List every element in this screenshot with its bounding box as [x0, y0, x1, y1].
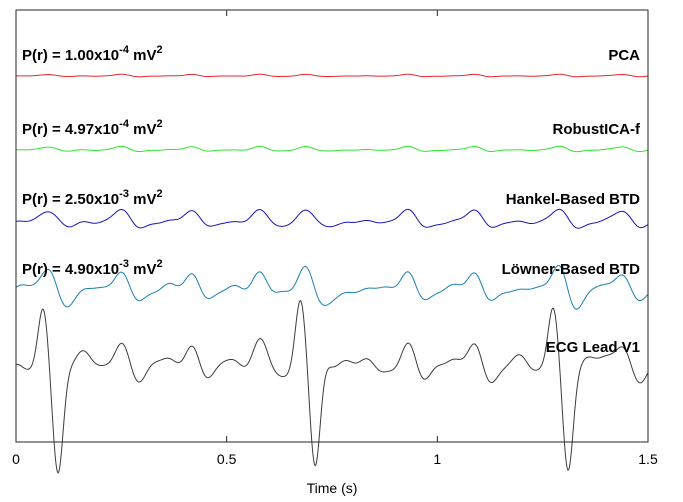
- series-line-4: [15, 299, 649, 474]
- x-tick-label-0: 0: [12, 451, 20, 467]
- traces-group: [15, 73, 649, 474]
- series-label-1: RobustICA-f: [553, 121, 641, 138]
- power-unit-3: mV: [129, 261, 157, 278]
- x-axis-title: Time (s): [307, 480, 358, 496]
- power-prefix-0: P(r) = 1.00x10: [22, 47, 119, 64]
- power-prefix-1: P(r) = 4.97x10: [22, 121, 119, 138]
- power-unit-0: mV: [129, 47, 157, 64]
- series-line-0: [15, 73, 649, 78]
- series-label-2: Hankel-Based BTD: [506, 191, 640, 208]
- series-label-0: PCA: [608, 47, 640, 64]
- power-unit-exponent-3: 2: [156, 258, 162, 270]
- power-exponent-3: -3: [119, 258, 129, 270]
- x-tick-label-3: 1.5: [638, 451, 658, 467]
- power-annotation-2: P(r) = 2.50x10-3 mV2: [22, 188, 163, 208]
- series-label-3: Löwner-Based BTD: [502, 261, 641, 278]
- power-annotation-0: P(r) = 1.00x10-4 mV2: [22, 44, 163, 64]
- x-axis: 0 0.5 1 1.5: [12, 10, 658, 467]
- power-annotation-3: P(r) = 4.90x10-3 mV2: [22, 258, 163, 278]
- power-unit-exponent-2: 2: [156, 188, 162, 200]
- x-tick-label-2: 1: [433, 451, 441, 467]
- plot-frame: [15, 9, 649, 443]
- series-line-1: [15, 145, 649, 153]
- power-unit-1: mV: [129, 121, 157, 138]
- power-exponent-0: -4: [119, 44, 130, 56]
- power-prefix-3: P(r) = 4.90x10: [22, 261, 119, 278]
- power-prefix-2: P(r) = 2.50x10: [22, 191, 119, 208]
- power-unit-exponent-0: 2: [156, 44, 162, 56]
- series-label-4: ECG Lead V1: [546, 339, 640, 356]
- series-line-3: [15, 264, 649, 310]
- x-tick-label-1: 0.5: [217, 451, 237, 467]
- power-exponent-2: -3: [119, 188, 129, 200]
- power-unit-exponent-1: 2: [156, 118, 162, 130]
- power-annotation-1: P(r) = 4.97x10-4 mV2: [22, 118, 163, 138]
- series-line-2: [15, 208, 649, 229]
- power-unit-2: mV: [129, 191, 157, 208]
- power-exponent-1: -4: [119, 118, 130, 130]
